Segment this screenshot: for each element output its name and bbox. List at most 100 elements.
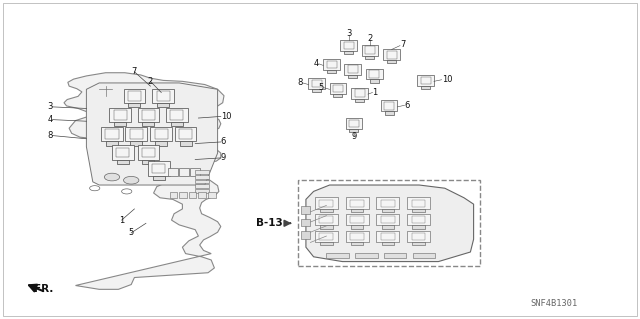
Polygon shape (381, 242, 394, 245)
Text: 5: 5 (319, 83, 324, 92)
Polygon shape (381, 100, 397, 111)
Polygon shape (383, 49, 400, 60)
Polygon shape (381, 226, 394, 229)
Polygon shape (385, 111, 394, 115)
Bar (326, 253, 349, 258)
Polygon shape (327, 70, 336, 73)
Polygon shape (312, 89, 321, 92)
Polygon shape (138, 145, 159, 160)
Text: 7: 7 (400, 40, 405, 48)
Text: 10: 10 (442, 75, 452, 84)
Polygon shape (351, 242, 364, 245)
Circle shape (104, 173, 120, 181)
Bar (190, 168, 200, 176)
Text: 2: 2 (367, 34, 372, 43)
Polygon shape (355, 99, 364, 102)
Polygon shape (115, 122, 126, 126)
Bar (189, 192, 196, 198)
Text: 4: 4 (47, 115, 52, 124)
Polygon shape (349, 129, 358, 132)
Polygon shape (366, 69, 383, 79)
Bar (301, 231, 310, 239)
Polygon shape (346, 214, 369, 226)
Polygon shape (320, 226, 333, 229)
Polygon shape (376, 197, 399, 209)
Polygon shape (320, 209, 333, 212)
Bar (301, 219, 310, 226)
Text: 7: 7 (132, 67, 137, 76)
Polygon shape (412, 242, 425, 245)
Polygon shape (109, 108, 131, 122)
Polygon shape (417, 75, 434, 86)
Text: FR.: FR. (34, 284, 53, 294)
Polygon shape (412, 226, 425, 229)
Text: 9: 9 (221, 153, 226, 162)
Polygon shape (143, 160, 154, 164)
Bar (413, 253, 435, 258)
Polygon shape (64, 73, 224, 289)
Polygon shape (340, 40, 357, 51)
Polygon shape (315, 197, 338, 209)
Polygon shape (346, 231, 369, 242)
Polygon shape (175, 127, 196, 141)
Polygon shape (376, 214, 399, 226)
Text: B-13: B-13 (256, 218, 283, 228)
Polygon shape (131, 141, 142, 145)
Polygon shape (143, 122, 154, 126)
Bar (195, 189, 209, 193)
Bar (301, 206, 310, 214)
Polygon shape (351, 209, 364, 212)
Polygon shape (412, 209, 425, 212)
Polygon shape (387, 60, 396, 63)
Bar (298, 180, 480, 266)
Polygon shape (129, 103, 140, 107)
Polygon shape (106, 141, 118, 145)
Polygon shape (344, 51, 353, 54)
Polygon shape (124, 89, 145, 103)
Bar (355, 253, 378, 258)
Bar (195, 180, 209, 183)
Polygon shape (333, 94, 342, 97)
Polygon shape (138, 108, 159, 122)
Bar (195, 184, 209, 188)
Text: 9: 9 (351, 132, 356, 141)
Polygon shape (346, 197, 369, 209)
Polygon shape (86, 83, 218, 185)
Text: 6: 6 (404, 101, 410, 110)
Polygon shape (153, 175, 164, 180)
Polygon shape (112, 145, 134, 160)
Polygon shape (407, 214, 430, 226)
Polygon shape (315, 214, 338, 226)
Polygon shape (117, 160, 129, 164)
Polygon shape (157, 103, 169, 107)
Polygon shape (150, 127, 172, 141)
Polygon shape (308, 78, 325, 89)
Polygon shape (346, 118, 362, 129)
Polygon shape (421, 86, 430, 89)
Polygon shape (166, 108, 188, 122)
Text: 6: 6 (221, 137, 226, 146)
Polygon shape (362, 45, 378, 56)
Text: 5: 5 (129, 228, 134, 237)
Bar (198, 192, 206, 198)
Text: 1: 1 (119, 216, 124, 225)
Bar (170, 192, 177, 198)
Polygon shape (351, 226, 364, 229)
Polygon shape (156, 141, 167, 145)
Circle shape (124, 176, 139, 184)
Text: 8: 8 (298, 78, 303, 87)
Text: 3: 3 (47, 102, 52, 111)
Text: 3: 3 (346, 29, 351, 38)
Polygon shape (148, 161, 170, 175)
Bar (384, 253, 406, 258)
Bar (168, 168, 178, 176)
Polygon shape (125, 127, 147, 141)
Polygon shape (407, 231, 430, 242)
Polygon shape (376, 231, 399, 242)
Bar (179, 192, 187, 198)
Text: 10: 10 (221, 112, 231, 121)
Text: SNF4B1301: SNF4B1301 (530, 299, 577, 308)
Text: 1: 1 (372, 88, 378, 97)
Text: 2: 2 (148, 77, 153, 86)
Polygon shape (330, 83, 346, 94)
